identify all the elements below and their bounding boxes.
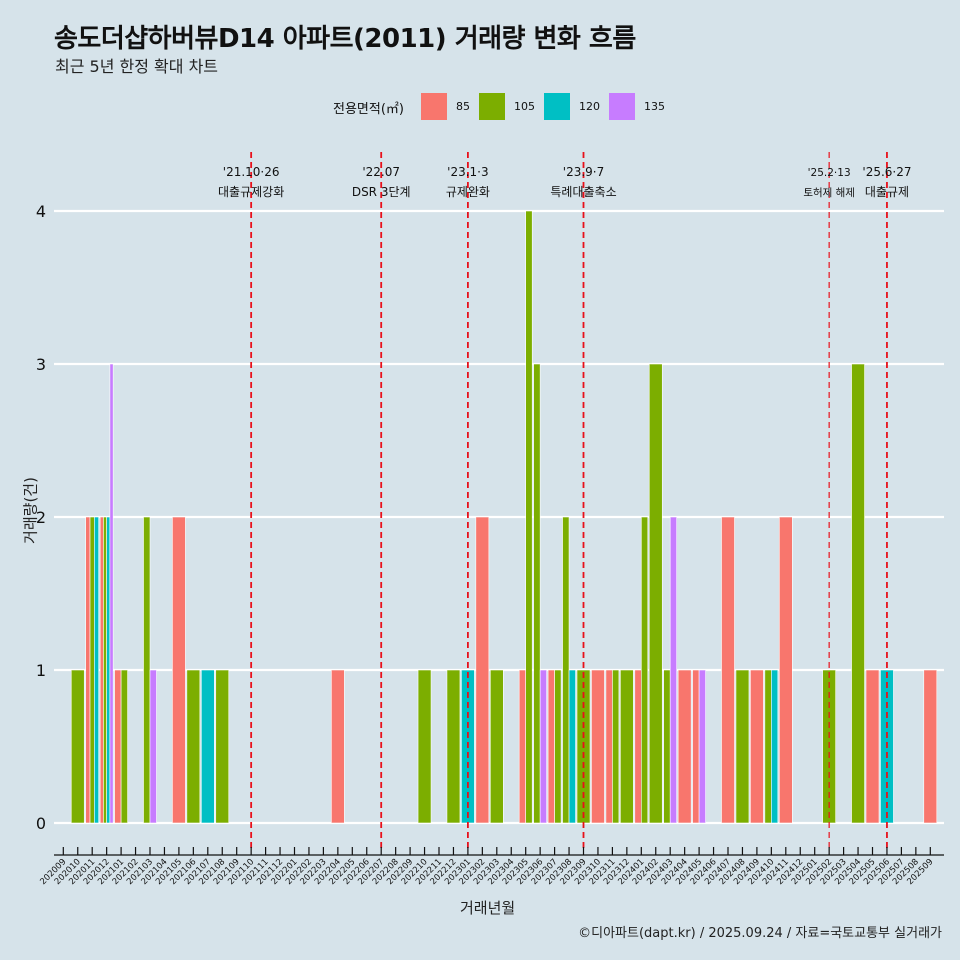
bar-202101-85 bbox=[114, 669, 122, 824]
bar-202405-85 bbox=[692, 669, 700, 824]
legend-key-120 bbox=[544, 93, 570, 120]
bar-202103-105 bbox=[143, 516, 151, 824]
bar-202010-105 bbox=[70, 669, 85, 824]
event-label: 규제완화 bbox=[446, 185, 490, 199]
event-annotations: '21.10·26 대출규제강화 '22.07 DSR 3단계 '23.1·3 규제완화 '… bbox=[218, 152, 912, 852]
bar-202011-120 bbox=[94, 516, 100, 824]
y-tick-label: 2 bbox=[36, 508, 46, 527]
event-date-label: '22.07 bbox=[362, 165, 400, 179]
bar-202012-105 bbox=[103, 516, 107, 824]
bar-202305-85 bbox=[518, 669, 527, 824]
bar-202405-135 bbox=[698, 669, 706, 824]
caption: ©디아파트(dapt.kr) / 2025.09.24 / 자료=국토교통부 실… bbox=[578, 926, 942, 941]
bar-202311-85 bbox=[605, 669, 613, 824]
bar-202307-105 bbox=[554, 669, 562, 824]
bar-202101-105 bbox=[120, 669, 128, 824]
bar-202307-85 bbox=[547, 669, 555, 824]
bar-202408-105 bbox=[735, 669, 750, 824]
bar-202409-85 bbox=[750, 669, 764, 824]
legend-label-135: 135 bbox=[644, 100, 665, 113]
bar-202306-105 bbox=[533, 363, 541, 824]
x-axis-title: 거래년월 bbox=[460, 899, 516, 917]
bar-202107-120 bbox=[200, 669, 215, 824]
bar-202011-105 bbox=[89, 516, 95, 824]
bar-202403-135 bbox=[669, 516, 678, 824]
bar-202410-105 bbox=[764, 669, 772, 824]
y-tick-label: 4 bbox=[36, 202, 46, 221]
bar-202303-105 bbox=[489, 669, 504, 824]
bar-202410-120 bbox=[771, 669, 779, 824]
event-date-label: '23.9·7 bbox=[563, 165, 604, 179]
bar-202306-135 bbox=[539, 669, 547, 824]
bar-202401-85 bbox=[634, 669, 642, 824]
bar-202310-85 bbox=[591, 669, 605, 824]
legend-title: 전용면적(㎡) bbox=[333, 102, 404, 117]
event-label: 대출규제강화 bbox=[218, 185, 284, 199]
bar-202106-105 bbox=[186, 669, 201, 824]
bar-202404-85 bbox=[677, 669, 692, 824]
event-label: 토허제 해제 bbox=[803, 186, 855, 199]
bar-202311-105 bbox=[612, 669, 620, 824]
event-label: DSR 3단계 bbox=[352, 185, 411, 199]
bar-202407-85 bbox=[721, 516, 735, 824]
bar-202312-105 bbox=[620, 669, 634, 824]
event-label: 대출규제 bbox=[865, 185, 909, 199]
bar-202212-105 bbox=[446, 669, 461, 824]
bar-202012-85 bbox=[99, 516, 104, 824]
legend-key-135 bbox=[609, 93, 635, 120]
bar-202105-85 bbox=[172, 516, 186, 824]
bar-202210-105 bbox=[417, 669, 432, 824]
bar-202504-105 bbox=[851, 363, 865, 824]
y-tick-label: 3 bbox=[36, 355, 46, 374]
legend-label-85: 85 bbox=[456, 100, 470, 113]
bar-202011-85 bbox=[85, 516, 91, 824]
y-axis-title: 거래량(건) bbox=[21, 477, 40, 544]
bar-202308-120 bbox=[568, 669, 576, 824]
gridlines: 0 1 2 3 4 bbox=[36, 202, 944, 833]
bar-202012-120 bbox=[106, 516, 111, 824]
bar-202308-105 bbox=[562, 516, 570, 824]
event-date-label: '25.2·13 bbox=[808, 167, 851, 179]
y-tick-label: 1 bbox=[36, 661, 46, 680]
x-axis: 2020092020102020112020122021012021022021… bbox=[38, 847, 944, 887]
legend-label-105: 105 bbox=[514, 100, 535, 113]
bar-202402-105 bbox=[648, 363, 663, 824]
bar-202403-105 bbox=[663, 669, 671, 824]
bar-202411-85 bbox=[778, 516, 793, 824]
event-date-label: '25.6·27 bbox=[862, 165, 911, 179]
legend-key-105 bbox=[479, 93, 505, 120]
chart-title: 송도더샵하버뷰D14 아파트(2011) 거래량 변화 흐름 bbox=[54, 24, 636, 54]
bar-202103-135 bbox=[149, 669, 157, 824]
event-date-label: '23.1·3 bbox=[447, 165, 488, 179]
legend-label-120: 120 bbox=[579, 100, 600, 113]
legend: 전용면적(㎡) 85 105 120 135 bbox=[0, 92, 960, 122]
bar-202401-105 bbox=[640, 516, 649, 824]
bar-202305-105 bbox=[525, 210, 533, 824]
chart-subtitle: 최근 5년 한정 확대 차트 bbox=[55, 57, 219, 76]
legend-key-85 bbox=[421, 93, 447, 120]
y-tick-label: 0 bbox=[36, 814, 46, 833]
bar-202509-85 bbox=[923, 669, 938, 824]
bar-202204-85 bbox=[331, 669, 345, 824]
bar-202108-105 bbox=[215, 669, 230, 824]
event-date-label: '21.10·26 bbox=[223, 165, 280, 179]
bar-202505-85 bbox=[865, 669, 880, 824]
bar-202012-135 bbox=[109, 363, 114, 824]
event-label: 특례대출축소 bbox=[550, 185, 616, 199]
bar-202302-85 bbox=[475, 516, 490, 824]
